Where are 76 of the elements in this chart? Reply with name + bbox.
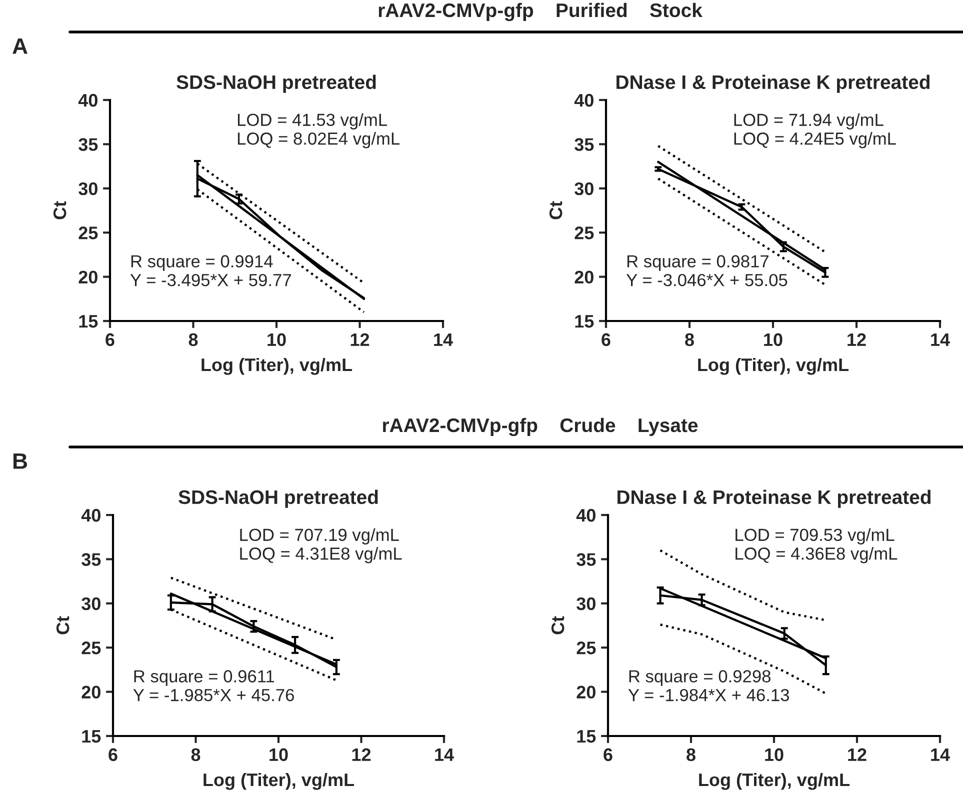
x-tick-label: 8	[685, 333, 694, 346]
y-axis-title: Ct	[551, 616, 564, 634]
text: B	[13, 453, 28, 469]
annotation: R square = 0.9298	[629, 670, 770, 686]
annotation: LOD = 709.53 vg/mL	[736, 528, 894, 544]
chart-subtitle: DNase I & Proteinase K pretreated	[616, 74, 930, 93]
y-tick-label: 20	[78, 270, 98, 284]
annotation: LOD = 41.53 vg/mL	[238, 113, 387, 130]
x-tick-label: 14	[435, 748, 454, 761]
text: A	[12, 38, 28, 54]
y-tick-label: 40	[81, 508, 100, 522]
annotation: LOQ = 4.36E8 vg/mL	[736, 547, 898, 564]
y-tick-label: 25	[82, 642, 101, 654]
y-axis-title: Ct	[56, 616, 70, 634]
x-axis-title: Log (Titer), vg/mL	[699, 772, 850, 790]
x-axis-title: Log (Titer), vg/mL	[204, 772, 354, 790]
chart-subtitle: DNase I & Proteinase K pretreated	[618, 490, 930, 508]
y-tick-label: 30	[574, 182, 594, 196]
y-tick-label: 20	[574, 270, 594, 284]
text: rAAV2-CMVp-gfp Purified Stock	[378, 2, 702, 22]
y-tick-label: 40	[78, 94, 98, 107]
x-tick-label: 8	[191, 748, 200, 762]
y-tick-label: 20	[576, 686, 596, 699]
y-axis-title: Ct	[53, 201, 66, 220]
annotation: R square = 0.9914	[131, 255, 273, 271]
y-tick-label: 25	[574, 226, 594, 240]
chart-subtitle: SDS-NaOH pretreated	[178, 490, 378, 508]
y-tick-label: 25	[576, 642, 596, 654]
x-tick-label: 6	[604, 748, 612, 762]
annotation: R square = 0.9611	[134, 670, 274, 686]
y-tick-label: 30	[576, 597, 596, 610]
y-tick-label: 35	[576, 553, 596, 566]
annotation: LOD = 707.19 vg/mL	[240, 528, 399, 544]
y-tick-label: 35	[78, 138, 98, 151]
annotation: LOQ = 8.02E4 vg/mL	[238, 132, 400, 148]
y-tick-label: 35	[82, 553, 101, 566]
x-tick-label: 10	[765, 748, 784, 762]
x-tick-label: 12	[848, 333, 866, 346]
annotation: Y = -1.985*X + 45.76	[133, 688, 294, 702]
chart-subtitle: SDS-NaOH pretreated	[176, 74, 376, 93]
x-tick-label: 6	[106, 333, 114, 346]
y-tick-label: 15	[577, 730, 596, 743]
annotation: R square = 0.9817	[627, 255, 768, 271]
y-tick-label: 15	[575, 315, 594, 328]
x-tick-label: 8	[188, 333, 198, 346]
annotation: Y = -3.495*X + 59.77	[130, 274, 291, 286]
annotation: LOD = 71.94 vg/mL	[734, 113, 884, 130]
x-tick-label: 14	[931, 333, 950, 346]
text: rAAV2-CMVp-gfp Crude Lysate	[383, 418, 698, 436]
annotation: LOQ = 4.31E8 vg/mL	[240, 547, 402, 564]
y-tick-label: 35	[574, 138, 594, 151]
y-tick-label: 30	[78, 182, 98, 196]
x-tick-label: 10	[268, 333, 286, 346]
x-tick-label: 6	[108, 748, 118, 762]
x-tick-label: 14	[434, 333, 453, 346]
y-tick-label: 40	[576, 508, 596, 522]
annotation: Y = -3.046*X + 55.05	[626, 274, 788, 286]
x-tick-label: 8	[686, 748, 696, 762]
annotation: LOQ = 4.24E5 vg/mL	[734, 132, 896, 148]
x-axis-title: Log (Titer), vg/mL	[698, 358, 849, 375]
y-tick-label: 20	[82, 686, 100, 699]
y-tick-label: 15	[79, 315, 98, 328]
x-tick-label: 12	[350, 333, 370, 346]
y-tick-label: 15	[82, 730, 101, 743]
y-tick-label: 30	[82, 597, 100, 610]
annotation: Y = -1.984*X + 46.13	[628, 688, 790, 702]
y-tick-label: 40	[574, 94, 594, 107]
x-axis-title: Log (Titer), vg/mL	[202, 358, 352, 375]
y-tick-label: 25	[78, 226, 98, 240]
x-tick-label: 10	[270, 748, 288, 762]
x-tick-label: 12	[352, 748, 371, 761]
x-tick-label: 14	[931, 748, 950, 761]
x-tick-label: 12	[848, 748, 866, 761]
x-tick-label: 6	[602, 333, 610, 346]
y-axis-title: Ct	[549, 201, 562, 220]
x-tick-label: 10	[764, 333, 782, 346]
